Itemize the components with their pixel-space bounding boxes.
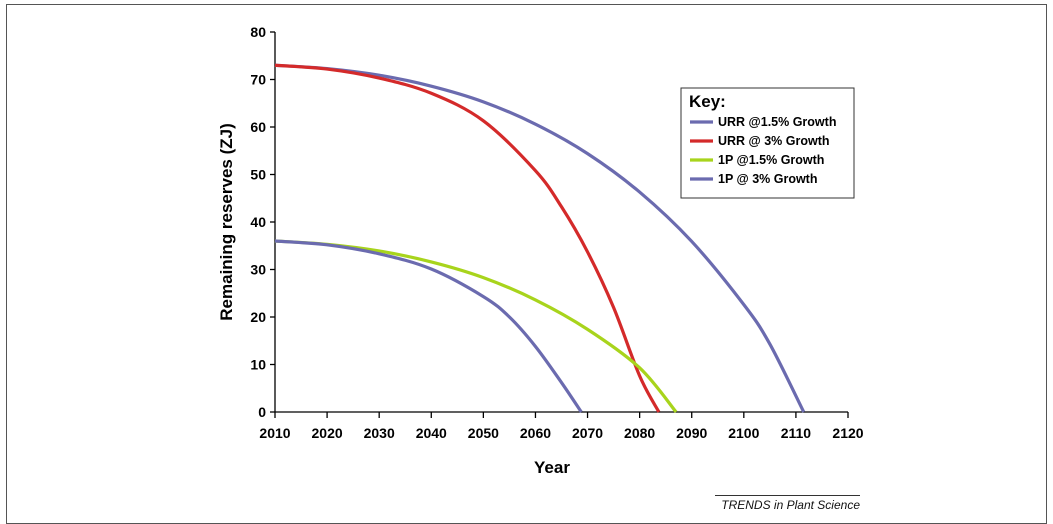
y-tick-label: 50 <box>250 167 266 183</box>
x-tick-label: 2060 <box>520 425 551 441</box>
y-tick-label: 80 <box>250 24 266 40</box>
x-tick-label: 2070 <box>572 425 603 441</box>
series-line-4 <box>274 239 583 413</box>
x-tick-label: 2010 <box>259 425 290 441</box>
legend-label-2: URR @ 3% Growth <box>718 134 830 148</box>
x-axis-title: Year <box>534 458 570 477</box>
x-tick-label: 2110 <box>781 425 812 441</box>
legend-label-4: 1P @ 3% Growth <box>718 172 817 186</box>
y-tick-label: 10 <box>250 357 266 373</box>
x-tick-label: 2030 <box>364 425 395 441</box>
credit-text: TRENDS in Plant Science <box>715 495 860 512</box>
y-tick-label: 70 <box>250 72 266 88</box>
series-line-3 <box>274 239 678 414</box>
x-tick-label: 2100 <box>728 425 759 441</box>
y-tick-label: 20 <box>250 309 266 325</box>
x-tick-label: 2040 <box>416 425 447 441</box>
x-tick-label: 2080 <box>624 425 655 441</box>
series-line-2 <box>274 63 661 413</box>
series-layer <box>274 63 806 414</box>
legend-title: Key: <box>689 92 726 111</box>
legend-label-1: URR @1.5% Growth <box>718 115 836 129</box>
x-tick-label: 2020 <box>312 425 343 441</box>
x-tick-label: 2120 <box>832 425 863 441</box>
x-tick-label: 2090 <box>676 425 707 441</box>
x-tick-label: 2050 <box>468 425 499 441</box>
y-tick-label: 0 <box>258 404 266 420</box>
series-line-1 <box>274 63 806 413</box>
y-tick-label: 40 <box>250 214 266 230</box>
y-tick-label: 60 <box>250 119 266 135</box>
y-axis-title: Remaining reserves (ZJ) <box>217 123 236 320</box>
legend: Key: URR @1.5% Growth URR @ 3% Growth 1P @… <box>680 87 855 199</box>
legend-items: URR @1.5% Growth URR @ 3% Growth 1P @1.5% … <box>690 115 836 186</box>
y-tick-label: 30 <box>250 262 266 278</box>
legend-label-3: 1P @1.5% Growth <box>718 153 824 167</box>
